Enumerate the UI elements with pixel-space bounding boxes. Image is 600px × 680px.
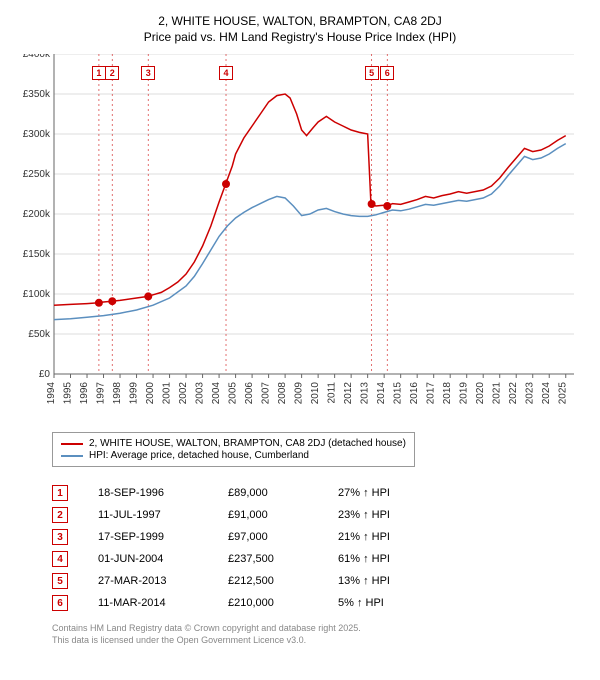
sale-marker-5: 5	[365, 66, 379, 80]
sale-marker-2: 2	[105, 66, 119, 80]
svg-text:£250k: £250k	[23, 169, 51, 180]
svg-text:2011: 2011	[327, 382, 338, 404]
svg-text:2004: 2004	[211, 382, 222, 405]
svg-text:2018: 2018	[442, 382, 453, 405]
transaction-row: 1 18-SEP-1996 £89,000 27% ↑ HPI	[52, 485, 588, 501]
transaction-pct: 13% ↑ HPI	[338, 575, 438, 587]
svg-text:2001: 2001	[162, 382, 173, 405]
svg-text:£200k: £200k	[23, 209, 51, 220]
legend-item: HPI: Average price, detached house, Cumb…	[61, 450, 406, 461]
svg-text:2008: 2008	[277, 382, 288, 405]
transaction-price: £212,500	[228, 575, 308, 587]
svg-text:1996: 1996	[79, 382, 90, 405]
svg-text:2022: 2022	[508, 382, 519, 405]
chart-title-2: Price paid vs. HM Land Registry's House …	[12, 30, 588, 44]
chart-title-1: 2, WHITE HOUSE, WALTON, BRAMPTON, CA8 2D…	[12, 14, 588, 28]
transaction-date: 27-MAR-2013	[98, 575, 198, 587]
svg-text:1999: 1999	[129, 382, 140, 405]
transaction-row: 6 11-MAR-2014 £210,000 5% ↑ HPI	[52, 595, 588, 611]
svg-text:1995: 1995	[63, 382, 74, 405]
transaction-row: 3 17-SEP-1999 £97,000 21% ↑ HPI	[52, 529, 588, 545]
svg-text:£150k: £150k	[23, 249, 51, 260]
sale-marker-6: 6	[380, 66, 394, 80]
transaction-marker: 4	[52, 551, 68, 567]
svg-text:2025: 2025	[558, 382, 569, 405]
legend-swatch	[61, 443, 83, 445]
transaction-row: 5 27-MAR-2013 £212,500 13% ↑ HPI	[52, 573, 588, 589]
sale-marker-3: 3	[141, 66, 155, 80]
transaction-date: 18-SEP-1996	[98, 487, 198, 499]
svg-text:£50k: £50k	[28, 329, 51, 340]
svg-text:£300k: £300k	[23, 129, 51, 140]
transaction-price: £89,000	[228, 487, 308, 499]
transaction-price: £210,000	[228, 597, 308, 609]
svg-text:2021: 2021	[492, 382, 503, 405]
svg-text:1998: 1998	[112, 382, 123, 405]
transaction-row: 2 11-JUL-1997 £91,000 23% ↑ HPI	[52, 507, 588, 523]
legend-swatch	[61, 455, 83, 457]
svg-text:2023: 2023	[525, 382, 536, 405]
svg-text:2012: 2012	[343, 382, 354, 405]
svg-text:£350k: £350k	[23, 89, 51, 100]
transaction-marker: 2	[52, 507, 68, 523]
transaction-pct: 21% ↑ HPI	[338, 531, 438, 543]
svg-text:2017: 2017	[426, 382, 437, 405]
svg-text:2016: 2016	[409, 382, 420, 405]
sale-marker-1: 1	[92, 66, 106, 80]
transaction-pct: 23% ↑ HPI	[338, 509, 438, 521]
transaction-row: 4 01-JUN-2004 £237,500 61% ↑ HPI	[52, 551, 588, 567]
svg-text:2013: 2013	[360, 382, 371, 405]
transaction-marker: 6	[52, 595, 68, 611]
legend: 2, WHITE HOUSE, WALTON, BRAMPTON, CA8 2D…	[52, 432, 415, 467]
svg-text:2019: 2019	[459, 382, 470, 405]
svg-text:2005: 2005	[228, 382, 239, 405]
transaction-pct: 27% ↑ HPI	[338, 487, 438, 499]
transaction-pct: 5% ↑ HPI	[338, 597, 438, 609]
svg-text:2002: 2002	[178, 382, 189, 405]
transaction-date: 11-MAR-2014	[98, 597, 198, 609]
footer-line-1: Contains HM Land Registry data © Crown c…	[52, 623, 588, 635]
transaction-marker: 1	[52, 485, 68, 501]
legend-item: 2, WHITE HOUSE, WALTON, BRAMPTON, CA8 2D…	[61, 438, 406, 449]
footer-attribution: Contains HM Land Registry data © Crown c…	[52, 623, 588, 646]
svg-text:2015: 2015	[393, 382, 404, 405]
svg-text:2010: 2010	[310, 382, 321, 405]
transaction-date: 11-JUL-1997	[98, 509, 198, 521]
svg-text:£400k: £400k	[23, 54, 51, 60]
transaction-price: £91,000	[228, 509, 308, 521]
transaction-date: 17-SEP-1999	[98, 531, 198, 543]
svg-text:2003: 2003	[195, 382, 206, 405]
transaction-price: £237,500	[228, 553, 308, 565]
transaction-table: 1 18-SEP-1996 £89,000 27% ↑ HPI 2 11-JUL-1997…	[52, 485, 588, 611]
svg-text:£100k: £100k	[23, 289, 51, 300]
svg-text:1994: 1994	[46, 382, 57, 405]
svg-text:2014: 2014	[376, 382, 387, 405]
svg-text:£0: £0	[39, 369, 51, 380]
svg-text:2007: 2007	[261, 382, 272, 405]
price-chart: £0 £50k £100k £150k £200k £250k £300k £350k £400…	[12, 54, 588, 424]
svg-text:2009: 2009	[294, 382, 305, 405]
transaction-marker: 5	[52, 573, 68, 589]
footer-line-2: This data is licensed under the Open Gov…	[52, 635, 588, 647]
svg-text:2000: 2000	[145, 382, 156, 405]
legend-label: HPI: Average price, detached house, Cumb…	[89, 450, 309, 461]
transaction-date: 01-JUN-2004	[98, 553, 198, 565]
transaction-price: £97,000	[228, 531, 308, 543]
transaction-pct: 61% ↑ HPI	[338, 553, 438, 565]
svg-text:2006: 2006	[244, 382, 255, 405]
transaction-marker: 3	[52, 529, 68, 545]
svg-text:1997: 1997	[96, 382, 107, 405]
svg-text:2020: 2020	[475, 382, 486, 405]
sale-marker-4: 4	[219, 66, 233, 80]
svg-text:2024: 2024	[541, 382, 552, 405]
legend-label: 2, WHITE HOUSE, WALTON, BRAMPTON, CA8 2D…	[89, 438, 406, 449]
chart-container: £0 £50k £100k £150k £200k £250k £300k £350k £400…	[12, 54, 588, 424]
